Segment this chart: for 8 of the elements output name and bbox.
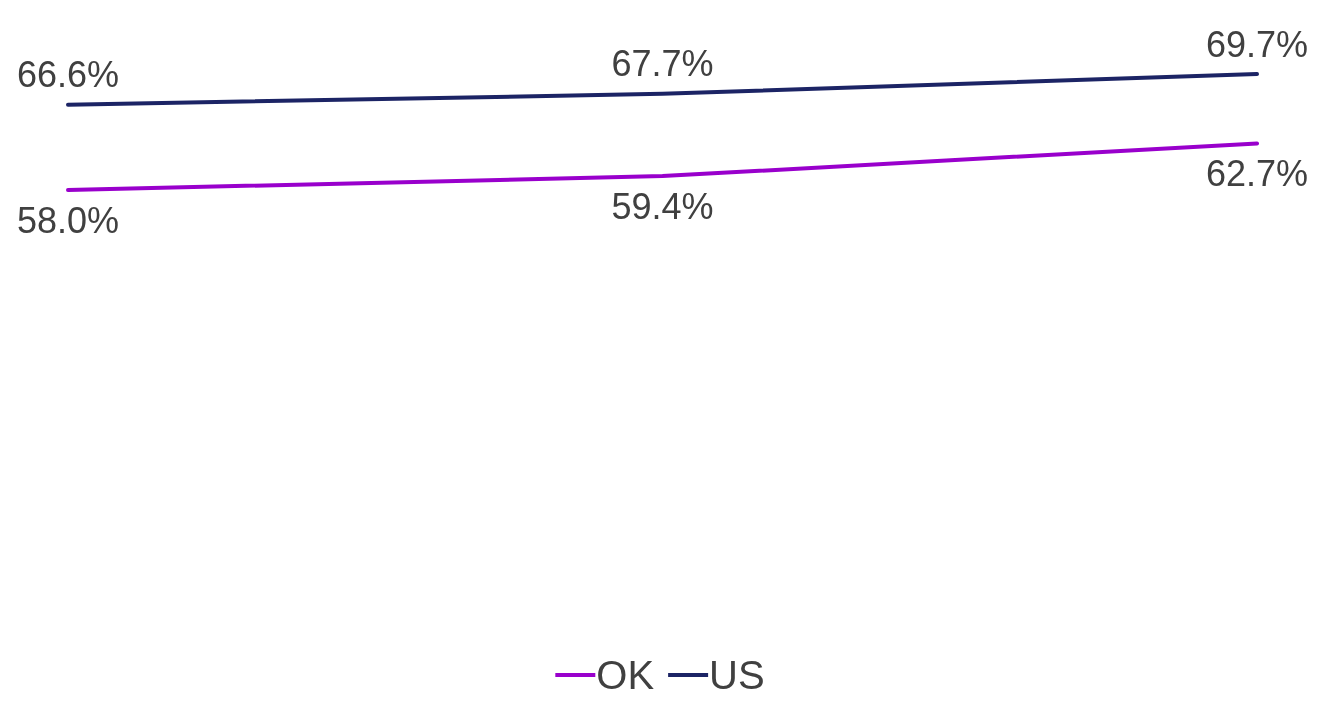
data-label: 67.7% xyxy=(611,43,714,85)
legend-label: OK xyxy=(596,653,655,697)
data-label: 59.4% xyxy=(611,185,714,227)
data-label: 62.7% xyxy=(1205,152,1309,194)
data-label: 66.6% xyxy=(16,54,120,96)
data-label: 69.7% xyxy=(1205,23,1309,65)
legend-label: US xyxy=(709,653,765,697)
data-label: 58.0% xyxy=(16,199,120,241)
